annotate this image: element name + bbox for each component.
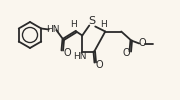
- Text: O: O: [138, 38, 146, 48]
- Text: O: O: [63, 48, 71, 58]
- Text: O: O: [122, 48, 130, 58]
- Text: O: O: [95, 60, 103, 70]
- Text: S: S: [89, 16, 96, 26]
- Text: H: H: [70, 20, 77, 29]
- Text: HN: HN: [73, 52, 87, 61]
- Text: H: H: [100, 20, 107, 29]
- Text: HN: HN: [46, 24, 60, 34]
